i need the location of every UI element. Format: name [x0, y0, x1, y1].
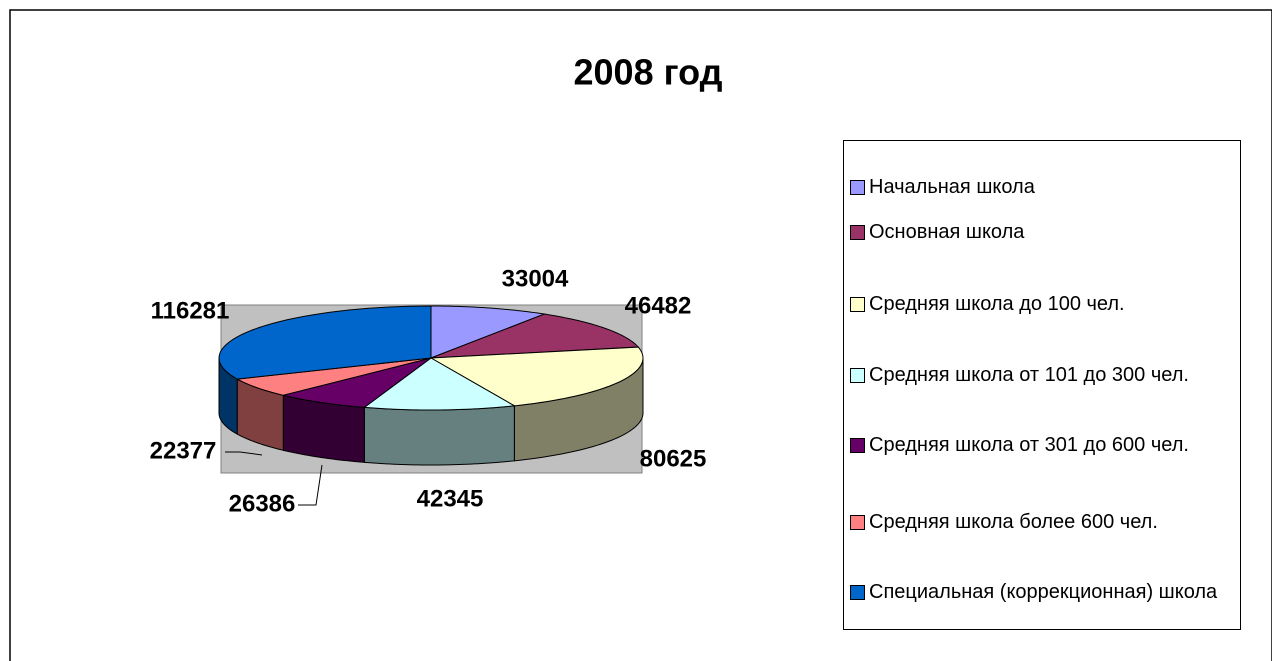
legend: Начальная школа Основная школа Средняя шко… — [843, 140, 1241, 630]
leader-line — [225, 451, 263, 456]
legend-swatch — [850, 515, 865, 530]
leader-line — [298, 464, 323, 506]
legend-label: Основная школа — [869, 221, 1025, 243]
slice — [430, 313, 640, 359]
data-label: 42345 — [417, 485, 484, 512]
chart-border — [9, 9, 1272, 661]
data-label: 46482 — [625, 292, 692, 319]
legend-swatch — [850, 180, 865, 195]
legend-swatch — [850, 585, 865, 600]
legend-swatch — [850, 438, 865, 453]
chart-title: 2008 год — [574, 52, 723, 93]
legend-swatch — [850, 297, 865, 312]
legend-label: Специальная (коррекционная) школа — [869, 581, 1218, 603]
legend-label: Средняя школа более 600 чел. — [869, 511, 1158, 533]
data-label: 33004 — [502, 265, 569, 292]
legend-entry: Средняя школа более 600 чел. — [850, 508, 1235, 536]
slice — [283, 357, 432, 408]
legend-label: Средняя школа до 100 чел. — [869, 293, 1125, 315]
data-label: 26386 — [229, 490, 296, 517]
legend-entry: Основная школа — [850, 218, 1235, 246]
data-label: 80625 — [640, 445, 707, 472]
legend-swatch — [850, 225, 865, 240]
legend-swatch — [850, 368, 865, 383]
legend-entry: Начальная школа — [850, 173, 1235, 201]
slice — [362, 357, 516, 411]
legend-label: Начальная школа — [869, 176, 1035, 198]
legend-entry: Специальная (коррекционная) школа — [850, 578, 1235, 606]
legend-entry: Средняя школа от 301 до 600 чел. — [850, 431, 1235, 459]
slice-side — [363, 405, 515, 466]
legend-label: Средняя школа от 301 до 600 чел. — [869, 434, 1189, 456]
slice — [235, 357, 432, 396]
legend-label: Средняя школа от 101 до 300 чел. — [869, 364, 1189, 386]
slice — [429, 346, 644, 407]
legend-entry: Средняя школа от 101 до 300 чел. — [850, 361, 1235, 389]
slice — [430, 305, 547, 359]
data-label: 22377 — [150, 437, 217, 464]
legend-entry: Средняя школа до 100 чел. — [850, 290, 1235, 318]
slice — [218, 305, 432, 380]
data-label: 116281 — [151, 297, 230, 324]
